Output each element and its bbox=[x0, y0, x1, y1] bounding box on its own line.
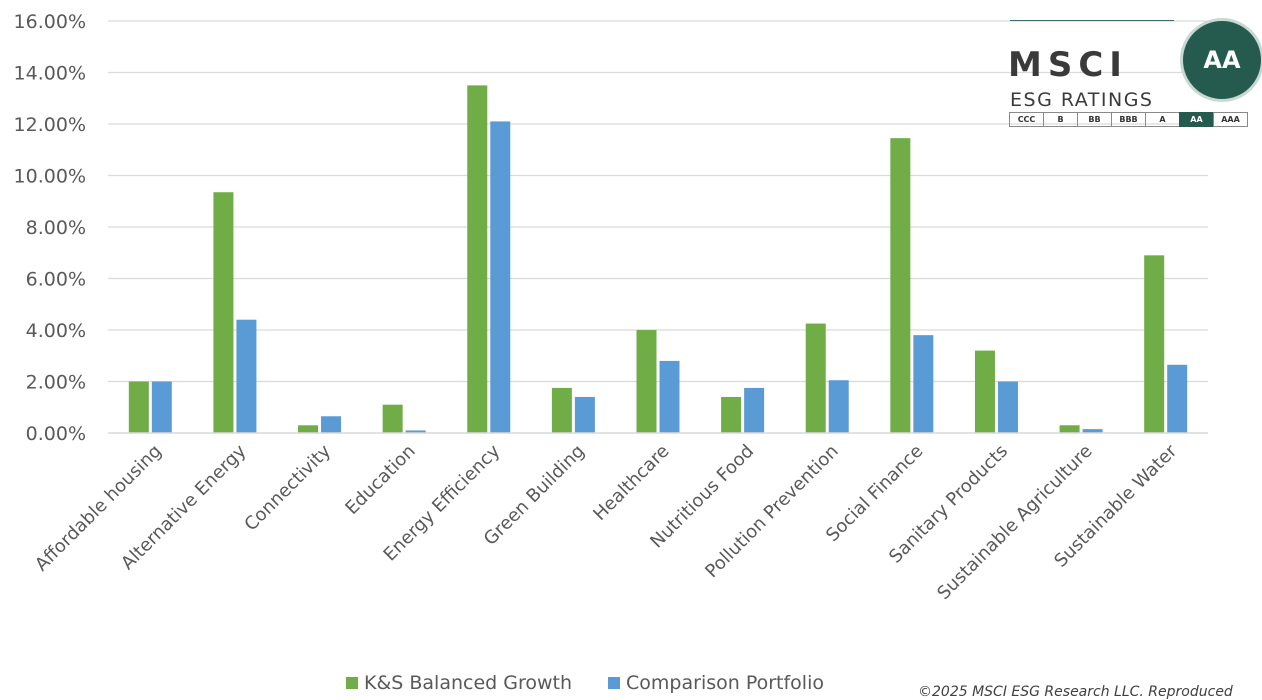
rating-scale-cell: CCC bbox=[1009, 112, 1044, 127]
bar-comparison bbox=[913, 335, 934, 433]
legend-item-comparison: Comparison Portfolio bbox=[608, 672, 824, 694]
copyright-notice: ©2025 MSCI ESG Research LLC. Reproduced bbox=[918, 684, 1233, 700]
bar-ks bbox=[974, 350, 995, 433]
bar-ks bbox=[721, 396, 742, 433]
legend-label-ks: K&S Balanced Growth bbox=[364, 672, 573, 694]
y-tick-label: 2.00% bbox=[26, 372, 86, 394]
rating-scale-cell: AA bbox=[1179, 112, 1214, 127]
legend-item-ks: K&S Balanced Growth bbox=[346, 672, 572, 694]
y-tick-label: 10.00% bbox=[14, 166, 86, 188]
msci-logo-text: MSCI bbox=[1008, 45, 1128, 85]
rating-scale-cell: BB bbox=[1077, 112, 1112, 127]
legend-swatch-ks bbox=[346, 677, 358, 689]
rating-scale-cell: AAA bbox=[1213, 112, 1248, 127]
bar-comparison bbox=[490, 121, 511, 434]
y-tick-label: 14.00% bbox=[14, 63, 86, 85]
rating-circle: AA bbox=[1180, 18, 1262, 102]
rating-value: AA bbox=[1203, 46, 1241, 74]
y-tick-label: 4.00% bbox=[26, 320, 86, 342]
bars bbox=[128, 85, 1188, 434]
bar-comparison bbox=[828, 380, 849, 433]
rating-scale-cell: B bbox=[1043, 112, 1078, 127]
bar-ks bbox=[213, 192, 234, 433]
bar-ks bbox=[890, 138, 911, 433]
y-tick-label: 0.00% bbox=[26, 423, 86, 445]
esg-ratings-text: ESG RATINGS bbox=[1010, 89, 1154, 111]
y-tick-label: 16.00% bbox=[14, 11, 86, 33]
bar-comparison bbox=[659, 360, 680, 433]
bar-comparison bbox=[321, 416, 342, 433]
bar-comparison bbox=[151, 381, 172, 433]
bar-ks bbox=[382, 404, 403, 433]
rating-scale-cell: BBB bbox=[1111, 112, 1146, 127]
gridlines bbox=[108, 20, 1208, 383]
rating-scale: CCC B BB BBB A AA AAA bbox=[1009, 112, 1248, 127]
y-tick-label: 8.00% bbox=[26, 217, 86, 239]
x-tick-label: Education bbox=[341, 441, 419, 519]
legend-swatch-comparison bbox=[608, 677, 621, 689]
bar-comparison bbox=[744, 387, 765, 433]
bar-ks bbox=[551, 387, 572, 433]
bar-comparison bbox=[236, 319, 257, 433]
bar-ks bbox=[636, 330, 657, 433]
bar-ks bbox=[1059, 425, 1080, 433]
bar-comparison bbox=[997, 381, 1018, 433]
bar-ks bbox=[805, 323, 826, 433]
bar-comparison bbox=[405, 430, 426, 433]
bar-ks bbox=[298, 425, 319, 433]
bar-ks bbox=[467, 85, 488, 433]
legend: K&S Balanced Growth Comparison Portfolio bbox=[346, 672, 824, 694]
x-tick-label: Connectivity bbox=[240, 440, 335, 535]
bar-comparison bbox=[1167, 364, 1188, 433]
x-tick-label: Healthcare bbox=[589, 441, 673, 525]
bar-ks bbox=[1144, 255, 1165, 433]
bar-ks bbox=[128, 381, 149, 433]
rating-scale-cell: A bbox=[1145, 112, 1180, 127]
msci-esg-rating-badge: MSCI ESG RATINGS AA CCC B BB BBB A AA AAA bbox=[1008, 18, 1262, 130]
bar-comparison bbox=[1082, 429, 1103, 433]
bar-comparison bbox=[574, 396, 595, 433]
y-axis-ticks: 0.00% 2.00% 4.00% 6.00% 8.00% 10.00% 12.00% 14.… bbox=[14, 11, 86, 445]
y-tick-label: 6.00% bbox=[26, 269, 86, 291]
badge-divider bbox=[1010, 20, 1174, 21]
y-tick-label: 12.00% bbox=[14, 114, 86, 136]
legend-label-comparison: Comparison Portfolio bbox=[626, 672, 824, 694]
x-tick-label: Sustainable Agriculture bbox=[933, 441, 1096, 604]
